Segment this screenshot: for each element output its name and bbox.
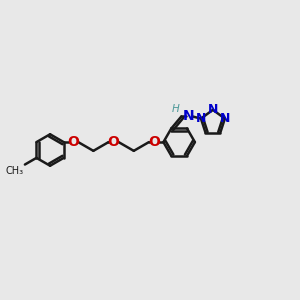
Text: O: O [148, 135, 160, 149]
Text: H: H [172, 103, 180, 113]
Text: N: N [196, 112, 206, 125]
Text: N: N [183, 110, 194, 123]
Text: O: O [107, 135, 119, 149]
Text: N: N [220, 112, 230, 125]
Text: O: O [67, 135, 79, 149]
Text: N: N [208, 103, 218, 116]
Text: CH₃: CH₃ [6, 166, 24, 176]
